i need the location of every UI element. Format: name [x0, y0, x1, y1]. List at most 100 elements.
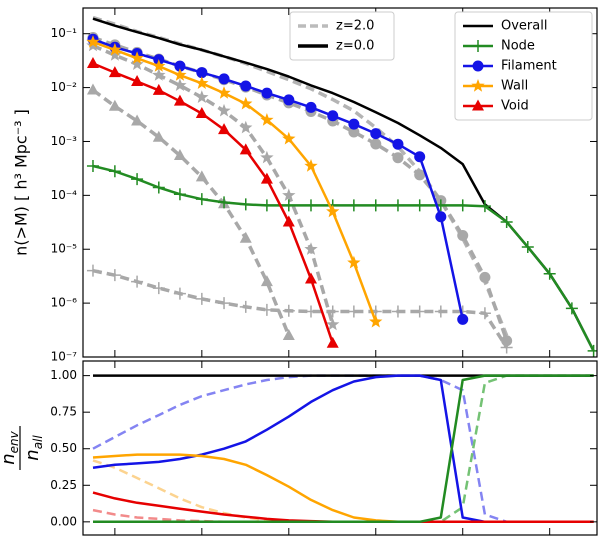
marker: [131, 114, 144, 126]
marker: [260, 150, 274, 164]
marker: [108, 165, 121, 178]
marker: [413, 199, 426, 212]
marker: [239, 231, 252, 243]
marker: [108, 99, 121, 111]
marker: [260, 172, 273, 184]
marker: [456, 199, 469, 212]
marker: [218, 73, 230, 85]
marker: [479, 271, 491, 283]
y-tick-label: 10⁻⁵: [51, 242, 78, 256]
marker: [240, 80, 252, 92]
marker: [131, 173, 144, 186]
marker: [478, 200, 491, 213]
marker: [457, 229, 469, 241]
series-line: [93, 374, 594, 524]
marker: [472, 99, 484, 111]
y-tick-label: 10⁻⁶: [51, 296, 78, 310]
marker: [521, 241, 534, 254]
marker: [86, 264, 99, 277]
y-tick-label: 0.00: [50, 514, 77, 528]
marker: [392, 152, 404, 164]
marker: [174, 60, 186, 72]
series-line: [92, 38, 464, 320]
legend-label: Node: [501, 39, 535, 54]
marker: [565, 302, 578, 315]
marker: [282, 304, 295, 317]
marker: [326, 317, 340, 331]
legend-label: Filament: [501, 59, 557, 74]
marker: [217, 103, 231, 117]
series-line: [92, 40, 377, 323]
axes-frame: [82, 7, 598, 358]
series-line: [91, 88, 291, 337]
marker: [435, 211, 447, 223]
marker: [173, 68, 187, 81]
series-line: [93, 374, 594, 524]
series-line: [92, 508, 594, 524]
marker: [370, 128, 382, 140]
marker: [218, 196, 231, 209]
marker: [414, 169, 426, 181]
marker: [283, 94, 295, 106]
marker: [327, 110, 339, 122]
marker: [195, 90, 209, 103]
marker: [173, 188, 186, 201]
marker: [282, 131, 296, 145]
marker: [414, 151, 426, 163]
marker: [152, 282, 165, 295]
marker: [260, 303, 273, 316]
marker: [218, 297, 231, 310]
y-tick-label: 10⁻¹: [51, 26, 78, 40]
legend-label: z=2.0: [336, 19, 374, 34]
marker: [239, 96, 253, 110]
marker: [369, 199, 382, 212]
marker: [108, 269, 121, 282]
marker: [195, 107, 208, 119]
marker: [282, 188, 296, 201]
marker: [260, 199, 273, 212]
label-part: nenv: [0, 430, 21, 464]
marker: [472, 40, 484, 52]
marker: [413, 305, 426, 318]
legend-box: [289, 11, 395, 61]
marker: [130, 57, 144, 70]
legend-box: [454, 11, 593, 121]
marker: [195, 292, 208, 305]
marker: [305, 101, 317, 113]
marker: [282, 215, 295, 227]
marker: [326, 305, 339, 318]
series-line: [92, 453, 594, 524]
y-tick-label: 10⁻²: [51, 80, 78, 94]
label-symbol: n: [0, 453, 19, 464]
marker: [457, 313, 469, 325]
marker: [195, 193, 208, 206]
marker: [260, 275, 273, 287]
series-line: [92, 62, 334, 344]
marker: [239, 120, 253, 134]
marker: [304, 159, 318, 172]
y-tick-label: 0.75: [50, 405, 77, 419]
legend-label: Overall: [501, 19, 547, 34]
marker: [543, 267, 556, 280]
marker: [108, 48, 122, 61]
marker: [239, 198, 252, 211]
marker: [108, 42, 122, 56]
marker: [86, 56, 99, 68]
marker: [282, 199, 295, 212]
marker: [391, 305, 404, 318]
marker: [108, 66, 121, 78]
marker: [131, 74, 144, 86]
marker: [304, 305, 317, 318]
marker: [304, 199, 317, 212]
marker: [478, 307, 491, 320]
marker: [392, 138, 404, 150]
marker: [471, 79, 485, 92]
marker: [391, 199, 404, 212]
legend-label: Wall: [501, 79, 528, 94]
label-subscript: all: [31, 435, 45, 450]
y-tick-label: 10⁻⁷: [51, 350, 78, 364]
marker: [434, 305, 447, 318]
y-tick-label: 1.00: [50, 368, 77, 382]
marker: [195, 76, 209, 89]
